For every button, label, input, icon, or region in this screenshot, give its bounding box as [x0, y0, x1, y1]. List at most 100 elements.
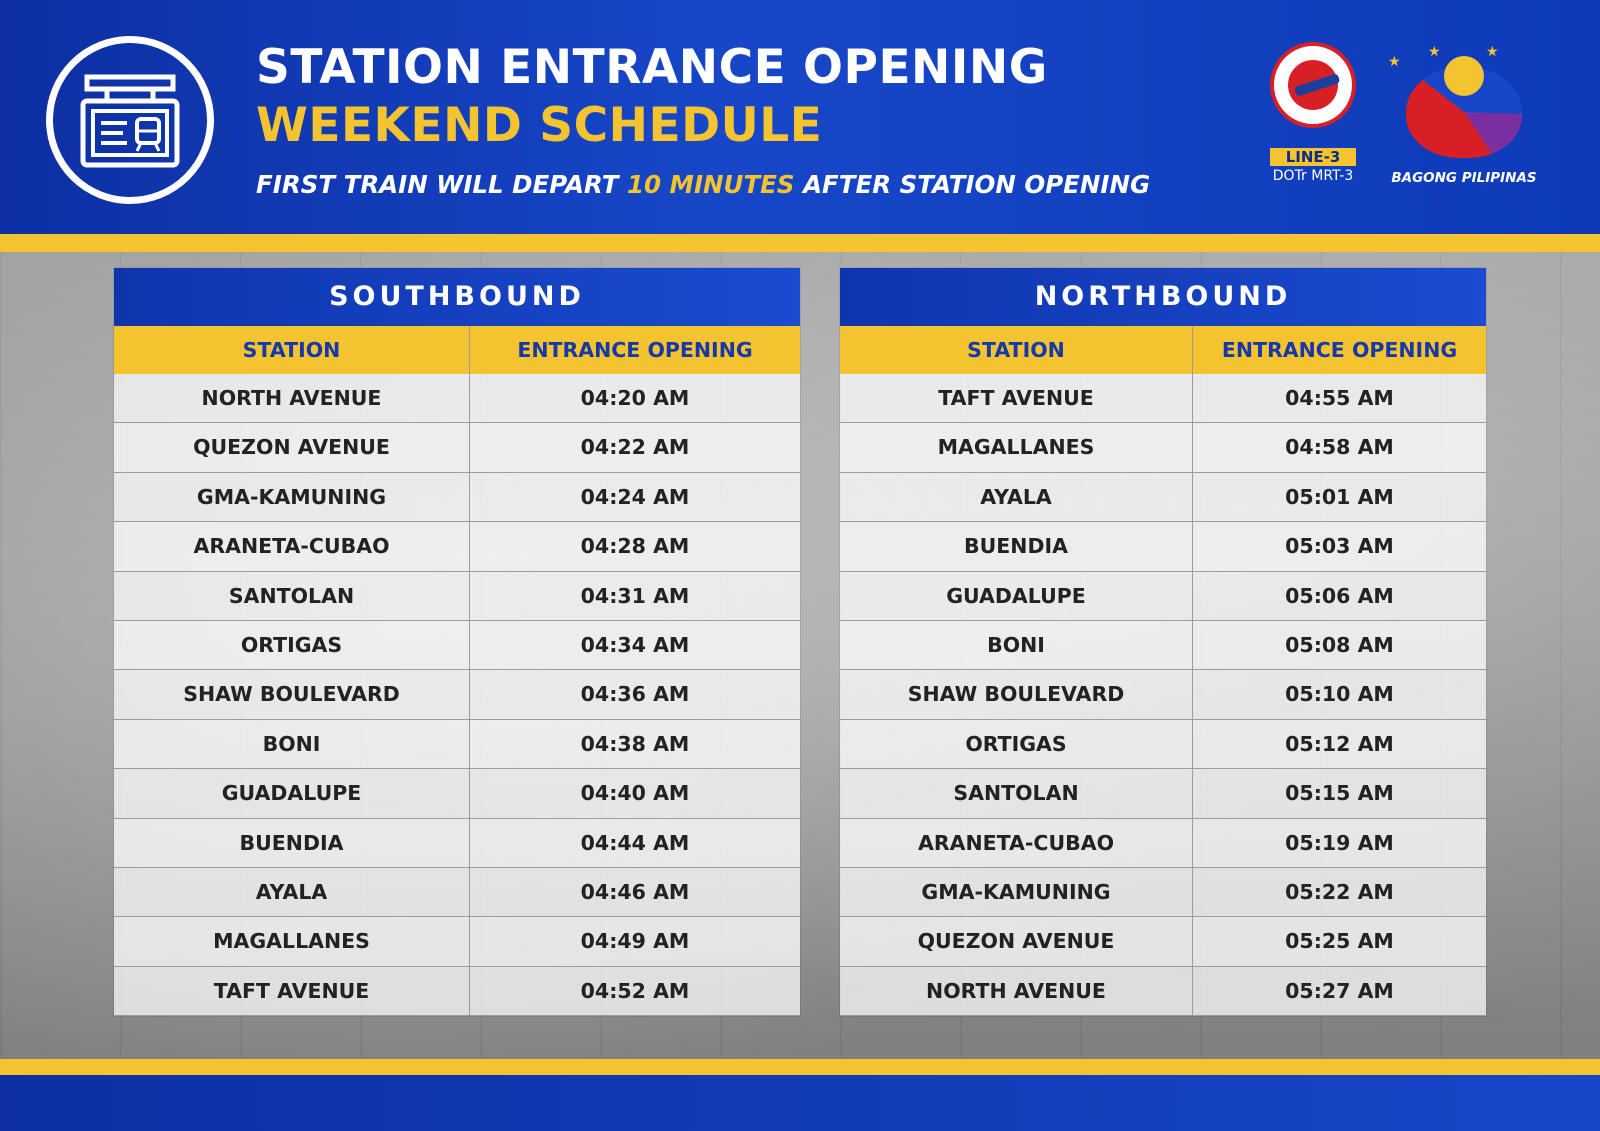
- station-name: ORTIGAS: [840, 719, 1193, 769]
- table-row: GUADALUPE 05:06 AM: [840, 571, 1486, 621]
- table-row: BUENDIA 05:03 AM: [840, 522, 1486, 572]
- opening-time: 04:49 AM: [580, 929, 690, 954]
- station-name: NORTH AVENUE: [840, 966, 1193, 1016]
- gold-stripe: [0, 1059, 1600, 1075]
- star-icon: ★: [1486, 44, 1499, 60]
- station-name: BONI: [114, 719, 470, 769]
- table-row: SANTOLAN 04:31 AM: [114, 571, 800, 621]
- station-name: MAGALLANES: [840, 423, 1193, 472]
- table-row: SANTOLAN 05:15 AM: [840, 769, 1486, 819]
- departure-note-post: AFTER STATION OPENING: [794, 170, 1151, 199]
- opening-time: 04:28 AM: [580, 534, 690, 559]
- opening-time: 05:12 AM: [1285, 731, 1394, 756]
- station-name: TAFT AVENUE: [114, 966, 470, 1016]
- station-name: QUEZON AVENUE: [114, 423, 470, 472]
- opening-time: 05:08 AM: [1285, 632, 1394, 657]
- station-name: BUENDIA: [114, 818, 470, 867]
- opening-time: 05:15 AM: [1285, 781, 1394, 806]
- table-row: ARANETA-CUBAO 04:28 AM: [114, 522, 800, 572]
- opening-time: 05:06 AM: [1285, 583, 1394, 608]
- opening-time: 05:27 AM: [1285, 978, 1394, 1003]
- opening-time: 04:22 AM: [580, 435, 690, 460]
- table-row: NORTH AVENUE 04:20 AM: [114, 374, 800, 424]
- station-name: GMA-KAMUNING: [114, 472, 470, 522]
- star-icon: ★: [1388, 54, 1401, 70]
- gold-stripe: [0, 234, 1600, 252]
- line3-badge: LINE-3: [1270, 148, 1356, 166]
- station-name: SANTOLAN: [840, 769, 1193, 818]
- table-row: ARANETA-CUBAO 05:19 AM: [840, 818, 1486, 868]
- table-row: QUEZON AVENUE 04:22 AM: [114, 423, 800, 473]
- opening-time: 04:20 AM: [580, 386, 690, 410]
- column-header-entrance-opening: ENTRANCE OPENING: [1221, 338, 1458, 362]
- star-icon: ★: [1428, 44, 1441, 60]
- northbound-rows: TAFT AVENUE 04:55 AM MAGALLANES 04:58 AM A…: [840, 374, 1486, 1017]
- opening-time: 04:52 AM: [580, 978, 690, 1003]
- table-row: GMA-KAMUNING 05:22 AM: [840, 867, 1486, 918]
- northbound-title: NORTHBOUND: [840, 268, 1486, 326]
- station-name: GUADALUPE: [114, 769, 470, 818]
- opening-time: 04:24 AM: [580, 484, 690, 509]
- station-name: MAGALLANES: [114, 917, 470, 966]
- station-name: ARANETA-CUBAO: [114, 522, 470, 571]
- table-row: AYALA 04:46 AM: [114, 867, 800, 918]
- table-row: MAGALLANES 04:58 AM: [840, 423, 1486, 473]
- opening-time: 05:10 AM: [1285, 682, 1394, 707]
- station-name: QUEZON AVENUE: [840, 917, 1193, 966]
- table-row: ORTIGAS 04:34 AM: [114, 620, 800, 671]
- station-name: ORTIGAS: [114, 620, 470, 670]
- table-header: STATION ENTRANCE OPENING: [840, 326, 1486, 374]
- departure-note-highlight: 10 MINUTES: [626, 170, 795, 199]
- opening-time: 04:46 AM: [580, 879, 690, 904]
- table-row: AYALA 05:01 AM: [840, 472, 1486, 523]
- dotr-caption: DOTr MRT-3: [1272, 168, 1354, 184]
- station-name: TAFT AVENUE: [840, 374, 1193, 423]
- bagong-pilipinas-caption: BAGONG PILIPINAS: [1391, 170, 1537, 186]
- table-row: SHAW BOULEVARD 05:10 AM: [840, 670, 1486, 720]
- table-row: BONI 05:08 AM: [840, 620, 1486, 671]
- opening-time: 04:31 AM: [580, 583, 690, 608]
- table-row: GUADALUPE 04:40 AM: [114, 769, 800, 819]
- opening-time: 05:25 AM: [1285, 929, 1394, 954]
- opening-time: 05:01 AM: [1285, 484, 1394, 509]
- table-header: STATION ENTRANCE OPENING: [114, 326, 800, 374]
- opening-time: 05:19 AM: [1285, 830, 1394, 855]
- table-row: NORTH AVENUE 05:27 AM: [840, 966, 1486, 1017]
- sun-icon: [1444, 56, 1484, 96]
- station-name: BUENDIA: [840, 522, 1193, 571]
- dotr-seal-icon: [1270, 42, 1356, 128]
- page-title: STATION ENTRANCE OPENING: [256, 40, 1048, 95]
- station-name: SHAW BOULEVARD: [840, 670, 1193, 719]
- table-row: BUENDIA 04:44 AM: [114, 818, 800, 868]
- station-name: AYALA: [114, 867, 470, 917]
- column-header-station: STATION: [840, 326, 1193, 374]
- table-row: ORTIGAS 05:12 AM: [840, 719, 1486, 770]
- opening-time: 05:03 AM: [1285, 534, 1394, 559]
- opening-time: 05:22 AM: [1285, 879, 1394, 904]
- opening-time: 04:44 AM: [580, 830, 690, 855]
- dotr-mrt3-logo: LINE-3 DOTr MRT-3: [1262, 42, 1362, 192]
- opening-time: 04:55 AM: [1285, 386, 1394, 410]
- northbound-table: NORTHBOUND STATION ENTRANCE OPENING TAFT…: [840, 268, 1486, 1017]
- column-header-entrance-opening: ENTRANCE OPENING: [517, 338, 753, 362]
- table-row: MAGALLANES 04:49 AM: [114, 917, 800, 967]
- station-name: AYALA: [840, 472, 1193, 522]
- table-row: GMA-KAMUNING 04:24 AM: [114, 472, 800, 523]
- station-name: GMA-KAMUNING: [840, 867, 1193, 917]
- table-row: TAFT AVENUE 04:55 AM: [840, 374, 1486, 424]
- table-row: TAFT AVENUE 04:52 AM: [114, 966, 800, 1017]
- departure-note-pre: FIRST TRAIN WILL DEPART: [256, 170, 627, 199]
- station-name: ARANETA-CUBAO: [840, 818, 1193, 867]
- table-row: BONI 04:38 AM: [114, 719, 800, 770]
- footer-band: [0, 1075, 1600, 1131]
- column-header-station: STATION: [114, 326, 470, 374]
- table-row: SHAW BOULEVARD 04:36 AM: [114, 670, 800, 720]
- station-board-icon: [46, 36, 214, 204]
- station-name: BONI: [840, 620, 1193, 670]
- southbound-rows: NORTH AVENUE 04:20 AM QUEZON AVENUE 04:22 …: [114, 374, 800, 1017]
- southbound-table: SOUTHBOUND STATION ENTRANCE OPENING NORT…: [114, 268, 800, 1017]
- opening-time: 04:36 AM: [580, 682, 690, 707]
- page-subtitle: WEEKEND SCHEDULE: [256, 98, 823, 153]
- station-name: GUADALUPE: [840, 571, 1193, 620]
- station-name: NORTH AVENUE: [114, 374, 470, 423]
